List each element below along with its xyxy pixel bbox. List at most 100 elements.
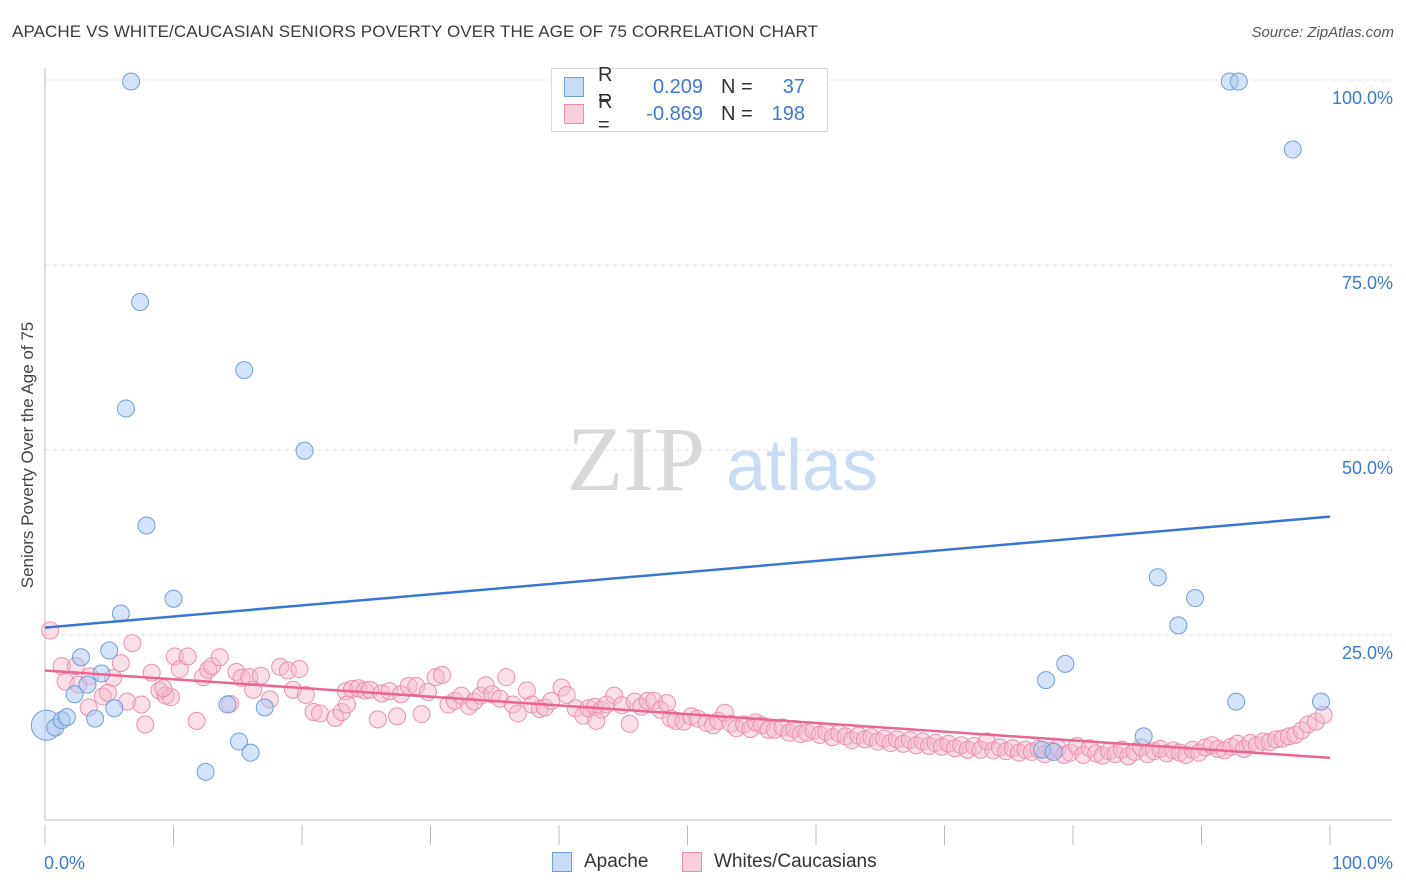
point-whites [433, 665, 452, 684]
point-whites [278, 661, 297, 680]
point-whites [93, 687, 112, 706]
y-tick-label: 50.0% [1342, 458, 1393, 478]
point-apache [1056, 654, 1075, 673]
point-whites [132, 695, 151, 714]
n-value: 37 [782, 75, 805, 98]
tick-labels: 100.0% 75.0% 50.0% 25.0% 0.0% 100.0% [44, 88, 1393, 873]
series-legend: Apache Whites/Caucasians [0, 851, 1406, 879]
axes [44, 68, 1392, 845]
point-whites [232, 668, 251, 687]
point-whites [251, 666, 270, 685]
point-whites [587, 711, 606, 730]
point-whites [517, 681, 536, 700]
point-whites [41, 621, 60, 640]
gridlines [45, 79, 1392, 636]
point-apache [230, 732, 249, 751]
point-whites [210, 648, 229, 667]
watermark-atlas: atlas [726, 426, 878, 506]
r-value: 0.209 [652, 75, 703, 98]
y-tick-label: 75.0% [1342, 273, 1393, 293]
point-apache [57, 708, 76, 727]
legend-item-whites[interactable]: Whites/Caucasians [682, 851, 877, 873]
point-whites [111, 654, 130, 673]
trend-lines [44, 515, 1331, 760]
series-apache [30, 72, 1331, 781]
n-value: 198 [771, 102, 805, 125]
point-whites [759, 720, 778, 739]
point-apache [131, 293, 150, 311]
point-apache [78, 675, 97, 694]
chart-title: APACHE VS WHITE/CAUCASIAN SENIORS POVERT… [12, 22, 819, 41]
point-whites [178, 647, 197, 666]
point-whites [1306, 712, 1325, 731]
point-whites [123, 634, 142, 653]
point-apache [1229, 72, 1248, 91]
point-apache [105, 699, 124, 718]
point-whites [605, 686, 624, 705]
point-whites [310, 704, 329, 723]
correlation-legend: R = 0.209 N = 37 R = -0.869 N = 198 [551, 64, 828, 136]
point-apache [295, 441, 314, 460]
point-apache [1148, 568, 1167, 587]
x-tick-label: 0.0% [44, 853, 85, 873]
point-whites [497, 668, 516, 687]
point-whites [380, 682, 399, 701]
point-whites [304, 702, 323, 721]
n-label: N = [721, 75, 753, 98]
point-apache [122, 72, 141, 91]
trend-line-apache [44, 515, 1331, 629]
r-label: R = [598, 91, 613, 136]
point-whites [508, 704, 527, 723]
trend-line-whites [44, 669, 1331, 760]
r-label: R = [598, 64, 613, 109]
point-apache [255, 698, 274, 717]
point-whites [620, 714, 639, 733]
apache-swatch [564, 77, 584, 97]
point-whites [557, 685, 576, 704]
point-whites [412, 705, 431, 724]
point-whites [368, 710, 387, 729]
point-whites [296, 685, 315, 704]
whites-swatch [682, 852, 702, 872]
point-apache [218, 695, 237, 714]
point-apache [100, 641, 119, 660]
point-apache [71, 648, 90, 667]
r-value: -0.869 [646, 102, 703, 125]
legend-label-apache: Apache [584, 851, 649, 872]
point-apache [1169, 616, 1188, 635]
point-whites [1074, 745, 1093, 764]
point-whites [290, 660, 309, 679]
watermark-zip: ZIP [567, 408, 705, 510]
point-apache [1037, 671, 1056, 690]
source-credit: Source: ZipAtlas.com [1251, 24, 1394, 41]
point-whites [136, 715, 155, 734]
point-apache [1227, 692, 1246, 711]
point-apache [241, 743, 260, 762]
legend-row-apache: R = 0.209 N = 37 [564, 64, 805, 109]
point-apache [116, 399, 135, 418]
y-tick-label: 100.0% [1332, 88, 1393, 108]
n-label: N = [721, 102, 753, 125]
point-apache [1283, 140, 1302, 159]
point-apache [1312, 692, 1331, 711]
whites-swatch [564, 104, 584, 124]
legend-item-apache[interactable]: Apache [552, 851, 648, 873]
point-apache [164, 589, 183, 608]
apache-swatch [552, 852, 572, 872]
point-whites [337, 695, 356, 714]
point-whites [476, 676, 495, 695]
point-apache [86, 709, 105, 728]
legend-row-whites: R = -0.869 N = 198 [564, 91, 805, 136]
point-whites [638, 691, 657, 710]
point-apache [137, 516, 156, 535]
y-tick-label: 25.0% [1342, 643, 1393, 663]
point-whites [388, 707, 407, 726]
point-whites [651, 700, 670, 719]
point-apache [1044, 742, 1063, 761]
point-apache [196, 762, 215, 781]
point-whites [154, 679, 173, 698]
point-apache [235, 361, 254, 380]
point-apache [65, 685, 84, 704]
point-apache [1186, 589, 1205, 607]
